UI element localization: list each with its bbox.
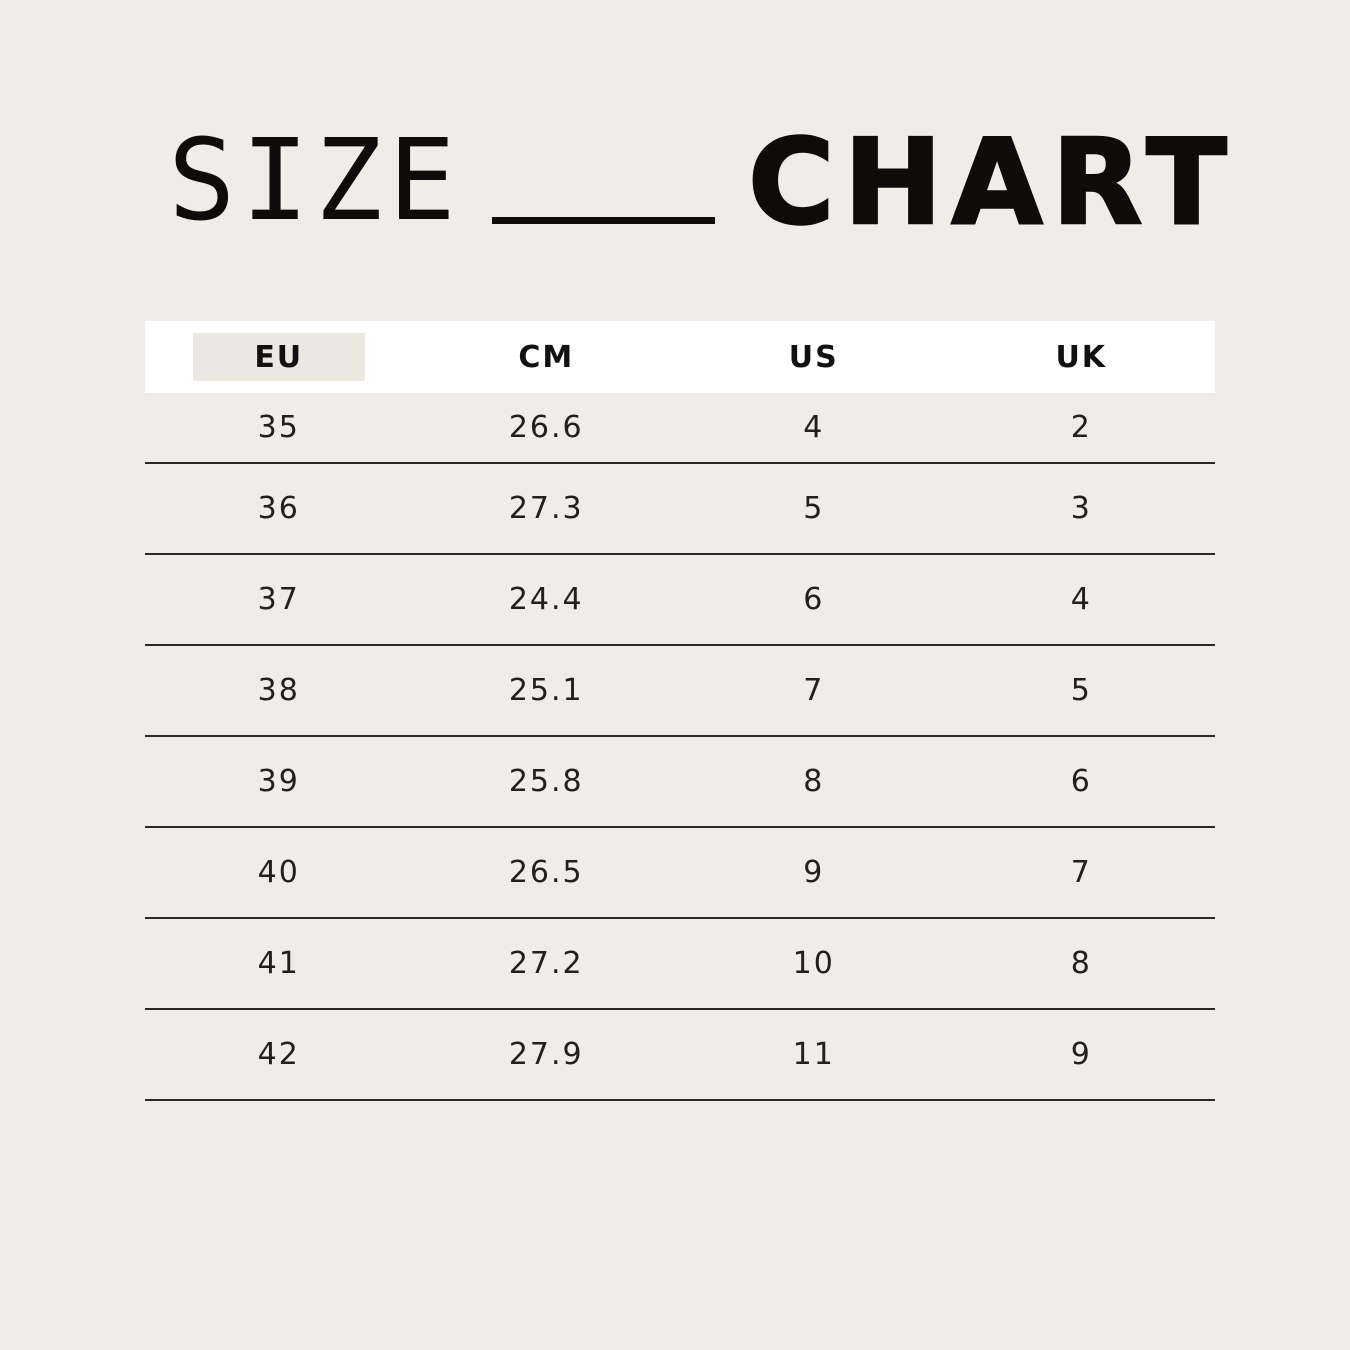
table-body: 35 26.6 4 2 36 27.3 5 3 37 24.4 6 4 38 2… [145, 393, 1215, 1101]
cell-cm: 27.3 [508, 491, 584, 526]
table-row: 41 27.2 10 8 [145, 919, 1215, 1010]
column-header-label: UK [1055, 339, 1108, 375]
column-header-label: CM [518, 339, 575, 375]
cell-cm: 24.4 [508, 582, 584, 617]
column-header-label: EU [254, 339, 304, 375]
cell-eu: 39 [257, 764, 300, 799]
table-row: 36 27.3 5 3 [145, 464, 1215, 555]
column-header-label: US [788, 339, 839, 375]
table-row: 37 24.4 6 4 [145, 555, 1215, 646]
cell-us: 10 [792, 946, 835, 981]
cell-uk: 3 [1070, 491, 1092, 526]
column-header-us: US [680, 340, 948, 375]
cell-uk: 8 [1070, 946, 1092, 981]
cell-cm: 27.9 [508, 1037, 584, 1072]
cell-us: 4 [803, 410, 825, 445]
cell-uk: 5 [1070, 673, 1092, 708]
cell-uk: 6 [1070, 764, 1092, 799]
cell-eu: 40 [257, 855, 300, 890]
cell-eu: 37 [257, 582, 300, 617]
table-row: 42 27.9 11 9 [145, 1010, 1215, 1101]
cell-us: 7 [803, 673, 825, 708]
title-word-size: SIZE [168, 116, 462, 246]
cell-us: 11 [792, 1037, 835, 1072]
cell-eu: 41 [257, 946, 300, 981]
cell-cm: 25.8 [508, 764, 584, 799]
table-header-row: EU CM US UK [145, 321, 1215, 393]
table-row: 35 26.6 4 2 [145, 393, 1215, 464]
cell-us: 8 [803, 764, 825, 799]
column-header-eu: EU [145, 333, 413, 381]
cell-eu: 38 [257, 673, 300, 708]
table-row: 40 26.5 9 7 [145, 828, 1215, 919]
cell-cm: 26.6 [508, 410, 584, 445]
cell-uk: 2 [1070, 410, 1092, 445]
cell-us: 9 [803, 855, 825, 890]
title-underline-decoration [492, 217, 715, 224]
cell-uk: 4 [1070, 582, 1092, 617]
size-conversion-table: EU CM US UK 35 26.6 4 2 36 27.3 5 3 37 2… [145, 321, 1215, 1101]
cell-eu: 35 [257, 410, 300, 445]
eu-highlight-box: EU [192, 333, 365, 381]
column-header-uk: UK [948, 340, 1216, 375]
title-word-chart: CHART [747, 113, 1236, 251]
table-row: 38 25.1 7 5 [145, 646, 1215, 737]
cell-cm: 25.1 [508, 673, 584, 708]
table-row: 39 25.8 8 6 [145, 737, 1215, 828]
cell-us: 5 [803, 491, 825, 526]
column-header-cm: CM [413, 340, 681, 375]
cell-us: 6 [803, 582, 825, 617]
cell-eu: 42 [257, 1037, 300, 1072]
cell-eu: 36 [257, 491, 300, 526]
cell-uk: 9 [1070, 1037, 1092, 1072]
cell-cm: 26.5 [508, 855, 584, 890]
cell-uk: 7 [1070, 855, 1092, 890]
cell-cm: 27.2 [508, 946, 584, 981]
